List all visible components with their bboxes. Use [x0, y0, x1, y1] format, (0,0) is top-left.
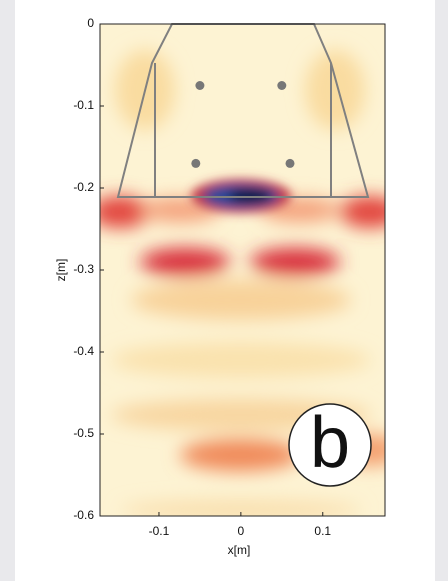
y-tick-label: -0.4 [73, 344, 94, 358]
marker [191, 159, 200, 168]
chart: x[m] z[m] b 0 -0.1 -0.2 -0.3 -0.4 -0.5 -0.6 -0.… [0, 0, 448, 581]
y-tick-label: -0.1 [73, 98, 94, 112]
y-tick-label: -0.3 [73, 262, 94, 276]
y-tick-label: -0.6 [73, 508, 94, 522]
x-axis-label: x[m] [228, 543, 251, 557]
marker [286, 159, 295, 168]
y-axis-label: z[m] [54, 259, 68, 282]
x-tick-label: 0.1 [314, 524, 331, 538]
y-tick-label: -0.5 [73, 426, 94, 440]
page: {"chart_data": {"type": "heatmap", "xlab… [0, 0, 448, 581]
marker [277, 81, 286, 90]
y-tick-label: -0.2 [73, 180, 94, 194]
y-tick-label: 0 [87, 16, 94, 30]
panel-label: b [310, 403, 350, 483]
x-tick-label: 0 [238, 524, 245, 538]
x-tick-label: -0.1 [149, 524, 170, 538]
marker [195, 81, 204, 90]
